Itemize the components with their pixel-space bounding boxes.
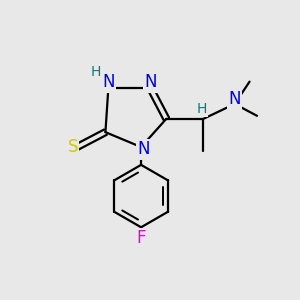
Text: N: N [229,90,241,108]
Text: N: N [137,140,150,158]
Text: S: S [68,138,78,156]
Text: F: F [136,229,146,247]
Text: H: H [91,65,101,79]
Text: N: N [144,73,157,91]
Text: N: N [102,73,115,91]
Text: H: H [197,102,207,116]
